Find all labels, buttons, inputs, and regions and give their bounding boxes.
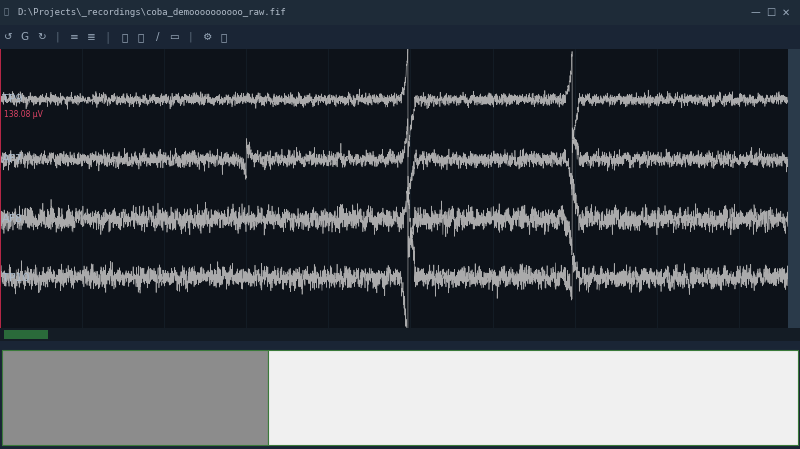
Text: ✕: ✕ (782, 7, 790, 18)
Text: /: / (156, 32, 159, 42)
Text: 🧠: 🧠 (4, 8, 9, 17)
Text: AF7: AF7 (2, 154, 22, 164)
Text: —: — (750, 7, 760, 18)
Text: │: │ (105, 31, 111, 43)
Bar (4, 330, 48, 339)
Text: □: □ (766, 7, 775, 18)
Text: AF8: AF8 (2, 214, 22, 224)
Text: ⚙: ⚙ (202, 32, 212, 42)
Bar (2, 350, 268, 445)
Text: ▭: ▭ (170, 32, 179, 42)
Text: ❓: ❓ (221, 32, 227, 42)
Text: ≣: ≣ (86, 32, 95, 42)
Text: 138.08 μV: 138.08 μV (4, 110, 43, 119)
Text: TP10: TP10 (2, 273, 29, 283)
Text: ↺: ↺ (4, 32, 12, 42)
Text: D:\Projects\_recordings\coba_demoooooooooo_raw.fif: D:\Projects\_recordings\coba_demoooooooo… (18, 8, 286, 17)
Text: |: | (56, 32, 60, 42)
Text: ⌕: ⌕ (138, 32, 144, 42)
Text: |: | (189, 32, 193, 42)
Text: TP9: TP9 (2, 94, 22, 105)
Text: 🔍: 🔍 (121, 32, 127, 42)
X-axis label: Time (s): Time (s) (371, 350, 417, 360)
Text: G: G (21, 32, 29, 42)
Text: ↻: ↻ (37, 32, 46, 42)
Text: ≡: ≡ (70, 32, 79, 42)
Bar (268, 350, 798, 445)
